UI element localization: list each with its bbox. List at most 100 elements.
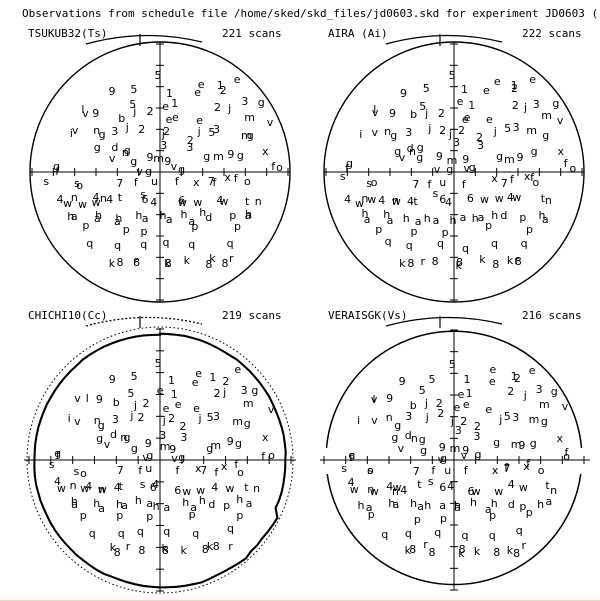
source-code-mark: t bbox=[118, 479, 123, 493]
source-code-mark: d bbox=[208, 497, 216, 511]
source-code-mark: h bbox=[93, 497, 101, 511]
source-code-mark: 9 bbox=[462, 443, 470, 457]
source-code-mark: t bbox=[540, 191, 546, 205]
source-code-mark: b bbox=[409, 398, 417, 412]
source-code-mark: 2 bbox=[213, 386, 221, 400]
source-code-mark: 6 bbox=[467, 485, 475, 499]
source-code-mark: p bbox=[375, 223, 383, 237]
source-code-mark: s bbox=[139, 477, 146, 491]
source-code-mark: j bbox=[450, 414, 454, 428]
source-code-mark: 7 bbox=[503, 461, 511, 475]
source-code-mark: 3 bbox=[512, 411, 520, 425]
source-code-mark: 2 bbox=[219, 83, 227, 97]
source-code-mark: h bbox=[388, 497, 396, 510]
source-code-mark: 8 bbox=[201, 542, 209, 556]
source-code-mark: v bbox=[108, 151, 116, 165]
source-code-mark: e bbox=[233, 72, 241, 86]
source-code-mark: w bbox=[63, 196, 73, 210]
source-code-mark: 4 bbox=[56, 193, 64, 207]
source-code-mark: g bbox=[123, 431, 131, 445]
source-code-mark: a bbox=[114, 215, 121, 229]
source-code-mark: x bbox=[193, 176, 200, 190]
source-code-mark: o bbox=[80, 467, 87, 481]
source-code-mark: v bbox=[74, 414, 81, 428]
source-code-mark: 3 bbox=[405, 409, 413, 423]
source-code-mark: d bbox=[110, 428, 117, 442]
source-code-mark: 5 bbox=[130, 83, 138, 97]
source-code-mark: x bbox=[491, 464, 499, 478]
source-code-mark: o bbox=[532, 175, 540, 189]
source-code-mark: m bbox=[526, 123, 538, 137]
source-code-mark: x bbox=[523, 459, 530, 473]
source-code-mark: s bbox=[43, 174, 50, 188]
source-code-mark: 1 bbox=[510, 78, 518, 92]
source-code-mark: 4 bbox=[506, 191, 514, 205]
source-code-mark: n bbox=[544, 194, 552, 208]
source-code-mark: a bbox=[121, 499, 128, 513]
source-code-mark: f bbox=[233, 171, 238, 185]
source-code-mark: p bbox=[122, 223, 130, 236]
source-code-mark: 1 bbox=[166, 87, 173, 101]
source-code-mark: w bbox=[367, 192, 377, 206]
source-code-mark: 9 bbox=[462, 152, 470, 166]
source-code-mark: h bbox=[490, 497, 498, 511]
source-code-mark: n bbox=[70, 190, 78, 204]
source-code-mark: q bbox=[404, 527, 412, 541]
source-code-mark: m bbox=[528, 412, 540, 426]
source-code-mark: 1 bbox=[209, 371, 217, 384]
source-code-mark: f bbox=[526, 457, 531, 471]
source-code-mark: p bbox=[485, 219, 493, 232]
source-code-mark: e bbox=[486, 112, 493, 126]
source-code-mark: k bbox=[399, 256, 406, 270]
source-code-mark: k bbox=[161, 541, 168, 555]
source-code-mark: q bbox=[462, 241, 469, 255]
source-code-mark: v bbox=[371, 413, 378, 427]
source-code-mark: f bbox=[530, 171, 534, 185]
source-code-mark: n bbox=[361, 191, 369, 205]
source-code-mark: t bbox=[417, 477, 422, 491]
panel-tsukub32-station-label: TSUKUB32(Ts) bbox=[28, 27, 108, 40]
source-code-mark: a bbox=[98, 502, 105, 516]
source-code-mark: p bbox=[146, 509, 154, 523]
source-code-mark: k bbox=[209, 251, 216, 265]
source-code-mark: h bbox=[134, 494, 142, 508]
source-code-mark: v bbox=[170, 160, 178, 173]
source-code-mark: h bbox=[135, 209, 143, 223]
source-code-mark: n bbox=[98, 483, 106, 496]
panel-chichi10-station-label: CHICHI10(Cc) bbox=[28, 309, 108, 322]
source-code-mark: g bbox=[468, 160, 476, 174]
source-code-mark: 8 bbox=[456, 256, 463, 270]
source-code-mark: q bbox=[117, 527, 125, 541]
source-code-mark: m bbox=[449, 441, 461, 455]
source-code-mark: v bbox=[437, 452, 445, 466]
source-code-mark: 8 bbox=[407, 256, 415, 270]
source-code-mark: f bbox=[234, 458, 239, 472]
source-code-mark: j bbox=[425, 411, 429, 425]
source-code-mark: n bbox=[392, 484, 399, 498]
source-code-mark: v bbox=[82, 107, 89, 121]
source-code-mark: g bbox=[96, 431, 104, 445]
source-code-mark: w bbox=[182, 484, 192, 498]
source-code-mark: v bbox=[460, 448, 468, 462]
source-code-mark: g bbox=[530, 145, 538, 159]
source-code-mark: h bbox=[423, 212, 431, 226]
source-code-mark: g bbox=[257, 95, 265, 109]
source-code-mark: w bbox=[494, 484, 504, 498]
source-code-mark: a bbox=[477, 211, 485, 225]
source-code-mark: h bbox=[538, 208, 546, 222]
source-code-mark: 3 bbox=[477, 138, 484, 152]
source-code-mark: g bbox=[54, 447, 62, 461]
source-code-mark: t bbox=[245, 195, 250, 209]
source-code-mark: 9 bbox=[518, 438, 526, 452]
source-code-mark: 5 bbox=[130, 370, 138, 384]
source-code-mark: o bbox=[537, 463, 545, 477]
source-code-mark: s bbox=[140, 187, 147, 201]
source-code-mark: p bbox=[367, 508, 375, 522]
source-code-mark: g bbox=[420, 443, 428, 457]
source-code-mark: g bbox=[542, 128, 550, 142]
panel-aira-station-label: AIRA (Ai) bbox=[328, 27, 388, 40]
source-code-mark: f bbox=[175, 463, 180, 477]
source-code-mark: j bbox=[134, 399, 138, 413]
source-code-mark: s bbox=[341, 461, 347, 475]
